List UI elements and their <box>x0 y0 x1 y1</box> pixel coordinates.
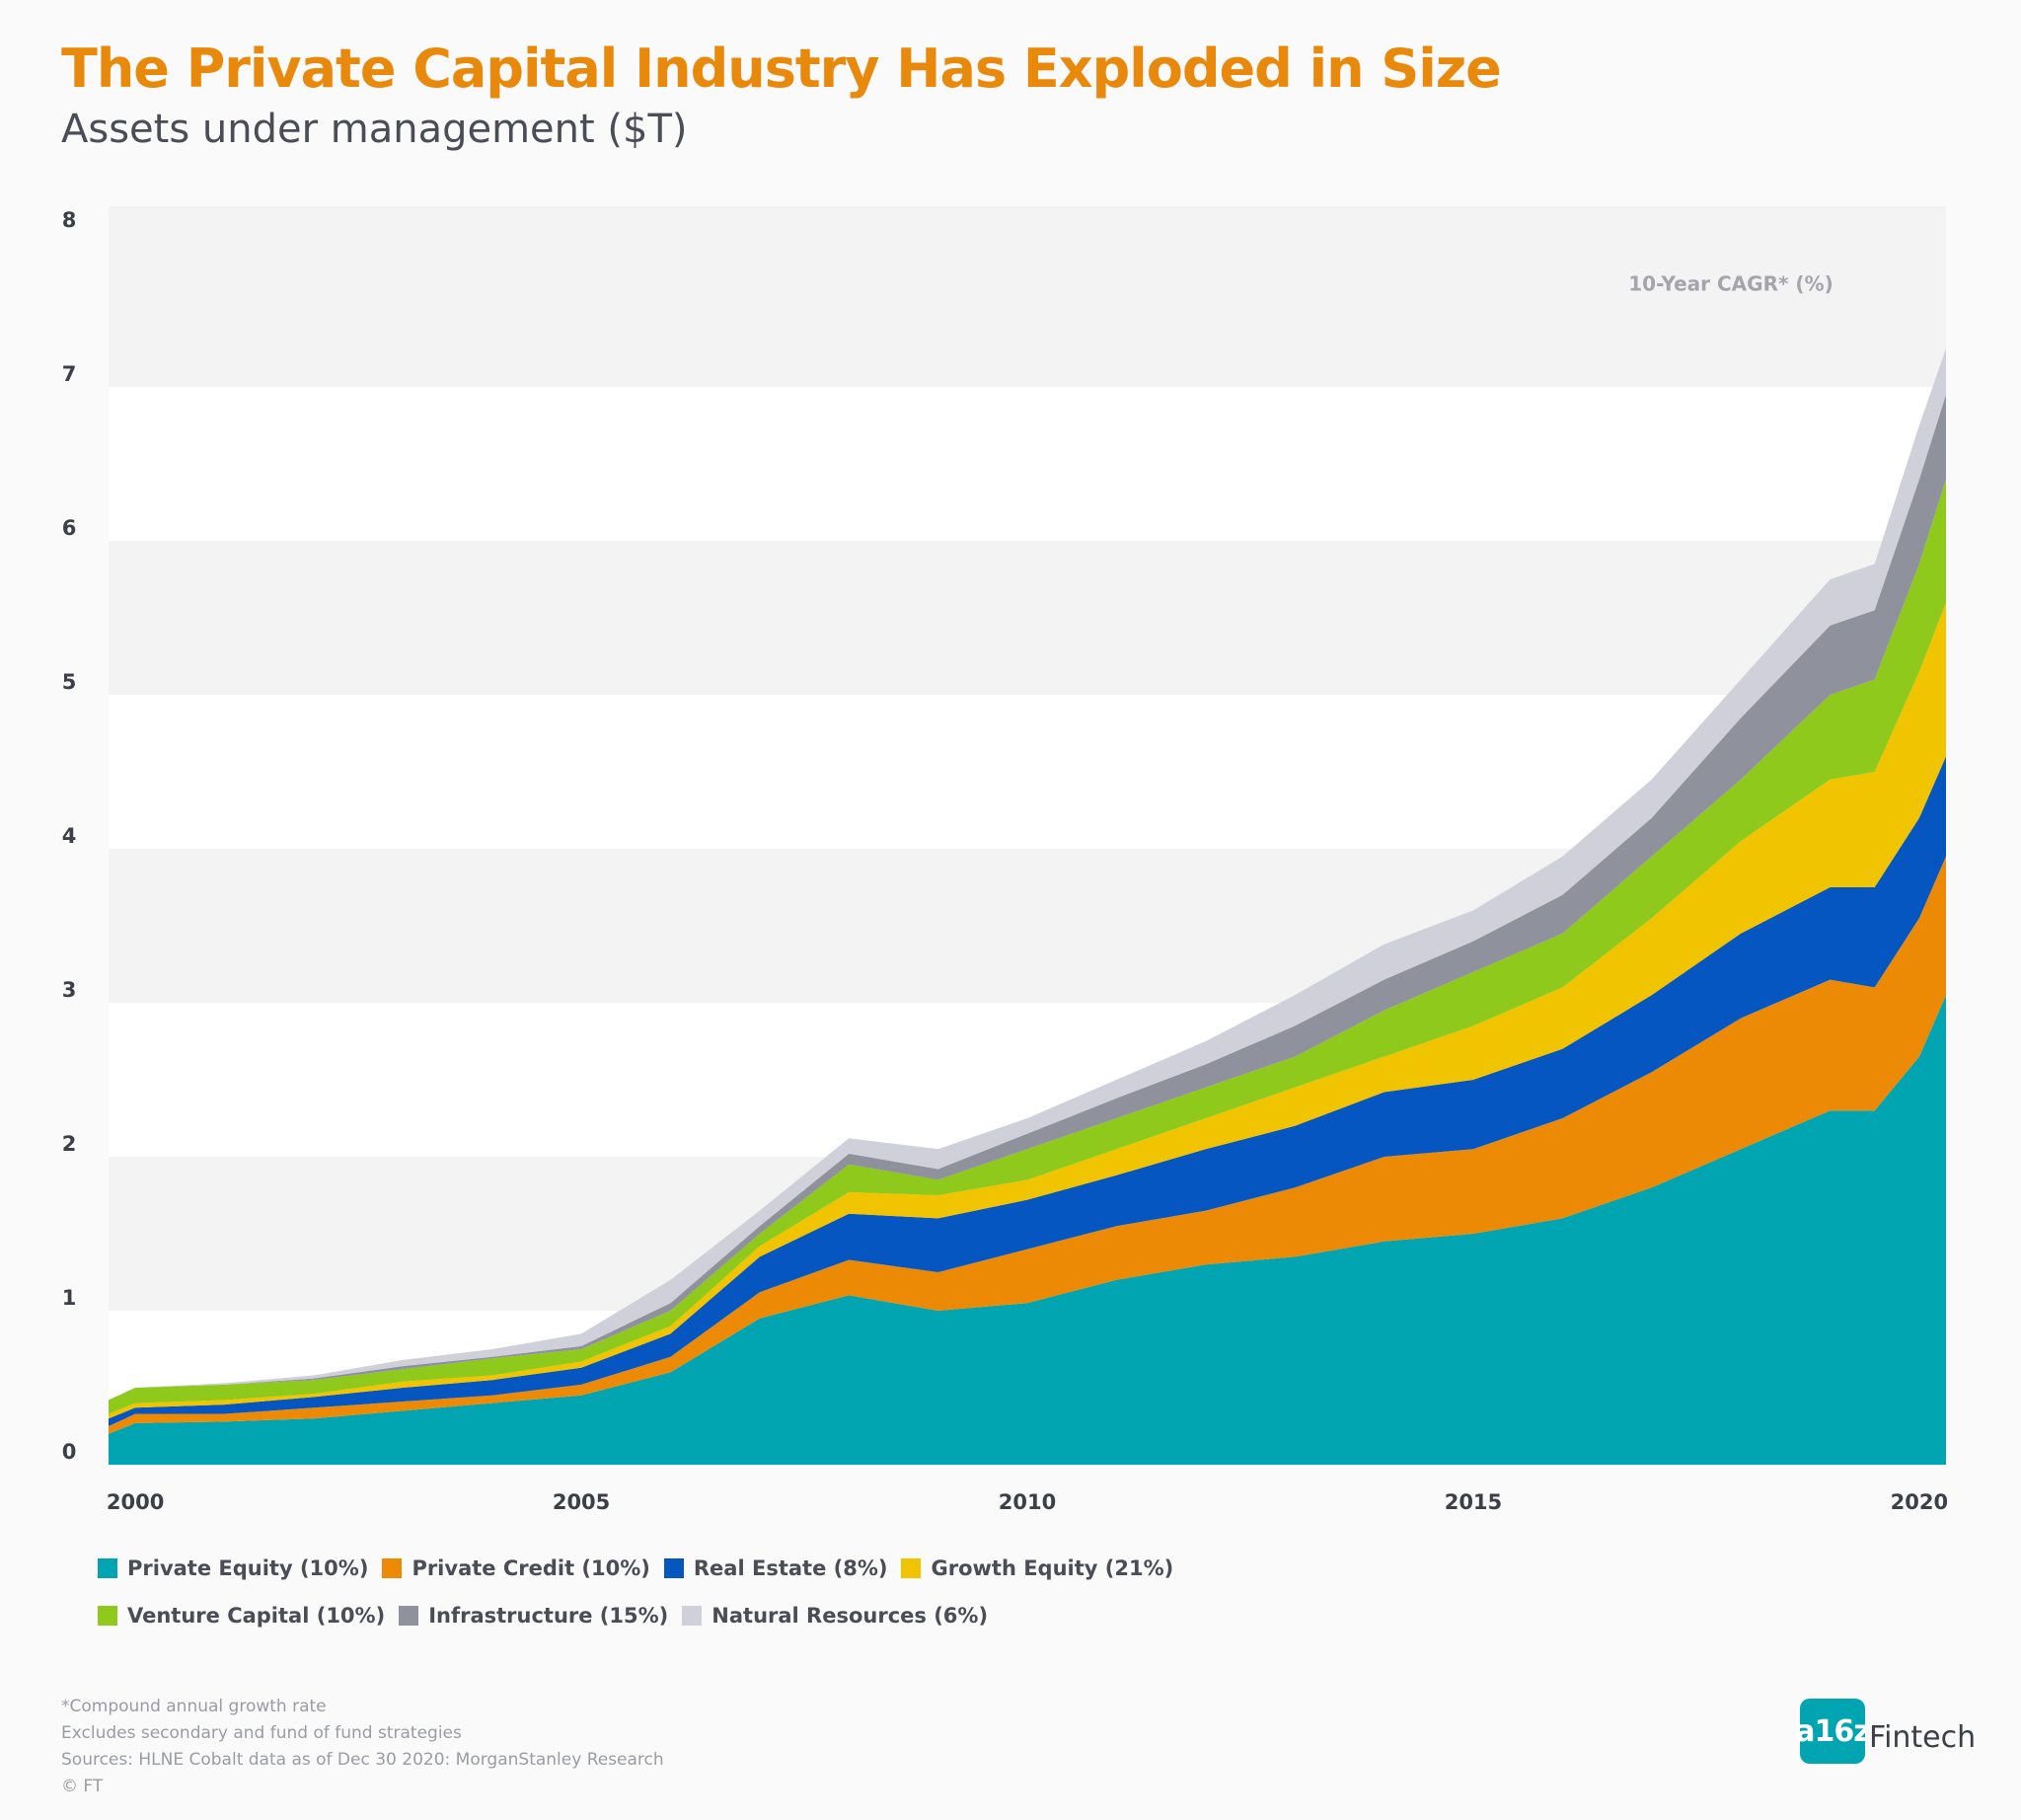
area <box>109 602 1946 1419</box>
legend-swatch <box>399 1606 419 1626</box>
area <box>109 995 1946 1465</box>
legend-swatch <box>682 1606 703 1626</box>
legend-swatch <box>98 1558 117 1578</box>
logo-text: Fintech <box>1869 1719 1977 1755</box>
legend-label: Growth Equity (21%) <box>931 1556 1174 1580</box>
y-tick-label: 6 <box>62 516 77 540</box>
y-tick-label: 2 <box>62 1132 77 1156</box>
footnote: Excludes secondary and fund of fund stra… <box>61 1723 462 1743</box>
logo-mark: a16z <box>1795 1699 1871 1764</box>
legend-label: Private Equity (10%) <box>127 1556 369 1580</box>
area <box>109 394 1946 1401</box>
legend-item: Infrastructure (15%) <box>399 1604 668 1628</box>
area <box>109 756 1946 1426</box>
legend-item: Venture Capital (10%) <box>98 1604 385 1628</box>
grid-band <box>109 387 1946 541</box>
x-tick-label: 2005 <box>553 1490 610 1514</box>
legend-swatch <box>901 1558 922 1578</box>
legend-row: Private Equity (10%) Private Credit (10%)… <box>98 1545 1187 1592</box>
footnotes: *Compound annual growth rate Excludes sec… <box>61 1694 664 1800</box>
y-tick-label: 4 <box>62 824 77 848</box>
y-tick-label: 8 <box>62 208 77 232</box>
legend-row: Venture Capital (10%) Infrastructure (15%… <box>98 1592 1187 1639</box>
legend-label: Venture Capital (10%) <box>127 1604 386 1628</box>
subtitle: Assets under management ($T) <box>61 107 688 152</box>
footnote: Sources: HLNE Cobalt data as of Dec 30 2… <box>61 1750 664 1770</box>
legend-label: Private Credit (10%) <box>412 1556 650 1580</box>
footnote: © FT <box>61 1777 104 1796</box>
annotation: 10-Year CAGR* (%) <box>1628 272 1833 296</box>
legend-item: Private Credit (10%) <box>382 1556 650 1580</box>
x-tick-label: 2015 <box>1445 1490 1502 1514</box>
y-tick-label: 3 <box>62 978 77 1002</box>
legend-label: Real Estate (8%) <box>693 1556 888 1580</box>
legend-label: Infrastructure (15%) <box>428 1604 669 1628</box>
legend-swatch <box>663 1558 684 1578</box>
legend-label: Natural Resources (6%) <box>711 1604 989 1628</box>
legend: Private Equity (10%) Private Credit (10%)… <box>98 1545 1187 1639</box>
area <box>109 856 1946 1434</box>
y-tick-label: 1 <box>62 1286 77 1310</box>
y-tick-label: 5 <box>62 670 77 694</box>
y-tick-label: 0 <box>62 1440 77 1464</box>
legend-item: Real Estate (8%) <box>663 1556 888 1580</box>
x-tick-label: 2010 <box>999 1490 1056 1514</box>
legend-swatch <box>382 1558 403 1578</box>
legend-swatch <box>98 1606 117 1626</box>
area <box>109 479 1946 1414</box>
y-tick-label: 7 <box>62 362 77 386</box>
legend-item: Natural Resources (6%) <box>682 1604 988 1628</box>
legend-item: Growth Equity (21%) <box>901 1556 1173 1580</box>
legend-item: Private Equity (10%) <box>98 1556 368 1580</box>
x-tick-label: 2020 <box>1891 1490 1948 1514</box>
title: The Private Capital Industry Has Explode… <box>61 38 1502 100</box>
area <box>109 348 1946 1401</box>
x-tick-label: 2000 <box>107 1490 164 1514</box>
footnote: *Compound annual growth rate <box>61 1697 327 1716</box>
logo: a16z Fintech <box>1795 1699 1977 1764</box>
